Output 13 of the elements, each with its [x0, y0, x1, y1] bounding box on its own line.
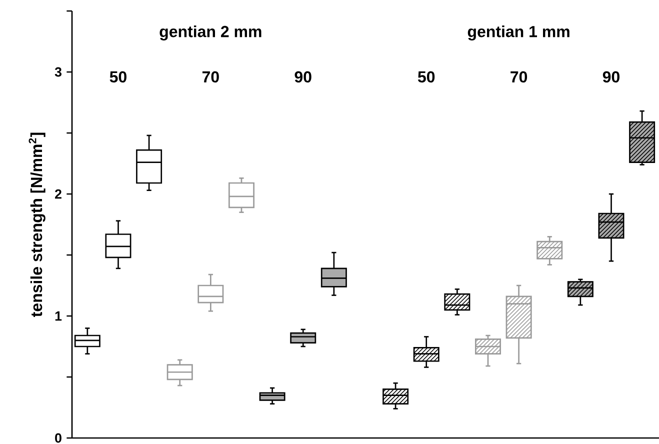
- annotation: 90: [602, 71, 620, 83]
- y-tick-label: 1: [55, 311, 62, 321]
- annotation: 50: [110, 71, 126, 83]
- annotation: gentian 1 mm: [468, 25, 570, 40]
- y-axis-title: tensile strength [N/mm$^{2}$]: [28, 132, 46, 317]
- y-tick-label: 3: [54, 67, 62, 77]
- annotation: 90: [294, 71, 312, 83]
- y-tick-label: 2: [55, 189, 62, 199]
- annotation: 70: [510, 71, 528, 83]
- annotation: 50: [418, 71, 435, 83]
- annotation: gentian 2 mm: [160, 25, 262, 40]
- y-tick-label: 0: [55, 433, 62, 443]
- annotation: 70: [202, 71, 219, 83]
